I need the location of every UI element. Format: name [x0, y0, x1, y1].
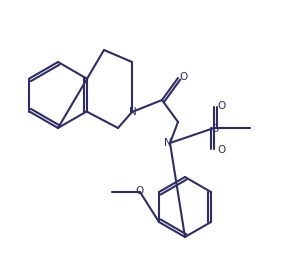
- Text: O: O: [136, 186, 144, 196]
- Text: N: N: [164, 138, 172, 148]
- Text: O: O: [180, 72, 188, 82]
- Text: O: O: [217, 101, 225, 111]
- Text: S: S: [211, 124, 219, 134]
- Text: O: O: [217, 145, 225, 155]
- Text: N: N: [129, 107, 137, 117]
